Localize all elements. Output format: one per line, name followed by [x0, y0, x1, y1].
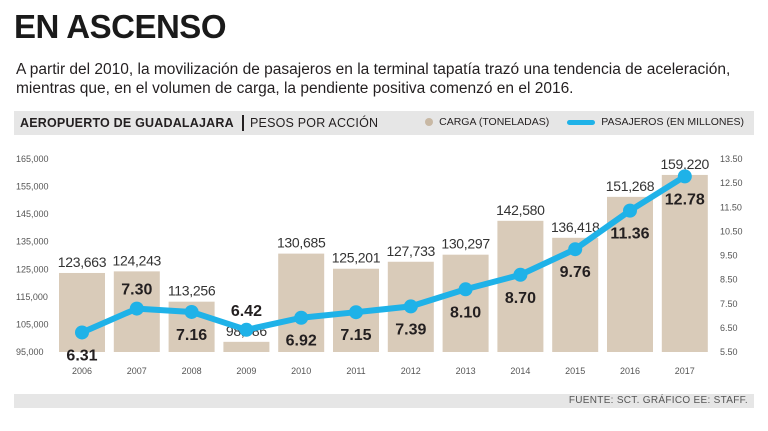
cargo-value-label: 125,201 [332, 250, 381, 266]
x-axis-tick-label: 2014 [510, 366, 530, 376]
cargo-value-label: 159,220 [661, 156, 710, 172]
passengers-point [458, 282, 473, 297]
cargo-value-label: 123,663 [58, 254, 107, 270]
passengers-value-label: 7.30 [121, 282, 152, 299]
passengers-value-label: 6.42 [231, 303, 262, 320]
right-axis-tick-label: 8.50 [720, 275, 738, 285]
legend-line-label: PASAJEROS (EN MILLONES) [601, 116, 744, 128]
legend-line-swatch [567, 119, 596, 125]
x-axis-tick-label: 2013 [456, 366, 476, 376]
passengers-point [239, 322, 254, 337]
passengers-point [184, 304, 199, 319]
legend: CARGA (TONELADAS) PASAJEROS (EN MILLONES… [425, 116, 744, 128]
x-axis-tick-label: 2017 [675, 366, 695, 376]
legend-bar-swatch [425, 118, 434, 126]
passengers-value-label: 8.10 [450, 304, 481, 321]
x-axis-tick-label: 2007 [127, 366, 147, 376]
right-axis-tick-label: 7.50 [720, 299, 738, 309]
cargo-bar [223, 341, 270, 352]
cargo-bar [442, 254, 489, 352]
x-axis-tick-label: 2008 [182, 366, 202, 376]
right-axis-tick-label: 6.50 [720, 323, 738, 333]
passengers-value-label: 7.15 [340, 327, 371, 344]
chart-title: EN ASCENSO [14, 8, 226, 45]
x-axis-tick-label: 2010 [291, 366, 311, 376]
source-bar: FUENTE: SCT. GRÁFICO EE: STAFF. [14, 394, 754, 408]
cargo-bar [497, 220, 544, 352]
passengers-point [403, 299, 418, 314]
cargo-value-label: 124,243 [113, 252, 162, 268]
passengers-point [129, 301, 144, 316]
header-separator [242, 115, 244, 131]
passengers-point [568, 242, 583, 257]
passengers-value-label: 8.70 [505, 290, 536, 307]
passengers-value-label: 6.31 [66, 347, 97, 364]
left-axis-tick-label: 155,000 [16, 182, 49, 192]
right-axis-tick-label: 12.50 [720, 178, 743, 188]
cargo-bar [278, 253, 325, 352]
passengers-value-label: 12.78 [665, 191, 705, 208]
cargo-value-label: 130,297 [441, 236, 490, 252]
right-axis-tick-label: 11.50 [720, 202, 742, 212]
right-axis-tick-label: 9.50 [720, 251, 738, 261]
chart-header-bar: AEROPUERTO DE GUADALAJARA PESOS POR ACCI… [14, 111, 754, 135]
right-axis-tick-label: 13.50 [720, 154, 743, 164]
x-axis-tick-label: 2016 [620, 366, 640, 376]
chart-header-subtitle: PESOS POR ACCIÓN [250, 116, 379, 130]
right-axis-tick-label: 10.50 [720, 226, 743, 236]
left-axis-tick-label: 105,000 [16, 319, 49, 329]
combo-chart: 95,000 105,000 115,000 125,000 135,000 145,00… [16, 154, 743, 376]
cargo-value-label: 151,268 [606, 178, 655, 194]
cargo-bar [661, 174, 708, 352]
legend-bar-label: CARGA (TONELADAS) [439, 116, 550, 128]
passengers-value-label: 7.16 [176, 327, 207, 344]
passengers-point [294, 310, 309, 325]
passengers-point [349, 305, 363, 320]
left-axis-tick-label: 115,000 [16, 292, 48, 302]
passengers-line [79, 173, 688, 336]
passengers-value-label: 9.76 [560, 264, 591, 281]
x-axis-tick-label: 2015 [565, 366, 585, 376]
passengers-point [677, 169, 692, 184]
cargo-value-label: 142,580 [496, 202, 545, 218]
chart-header-title: AEROPUERTO DE GUADALAJARA [20, 116, 234, 130]
passengers-value-label: 11.36 [610, 226, 649, 243]
cargo-value-label: 136,418 [551, 219, 600, 235]
right-axis-tick-label: 5.50 [720, 347, 738, 357]
passengers-point [623, 203, 637, 218]
chart-subtitle: A partir del 2010, la movilización de pa… [16, 61, 731, 97]
left-axis-tick-label: 125,000 [16, 264, 49, 274]
x-axis-tick-label: 2006 [72, 366, 92, 376]
cargo-value-label: 127,733 [387, 243, 436, 259]
left-axis-tick-label: 135,000 [16, 237, 49, 247]
passengers-value-label: 7.39 [395, 321, 426, 338]
x-axis-tick-label: 2009 [236, 366, 256, 376]
left-axis-tick-label: 165,000 [16, 154, 49, 164]
source-note: FUENTE: SCT. GRÁFICO EE: STAFF. [568, 395, 748, 406]
cargo-bar [59, 272, 105, 352]
cargo-value-label: 130,685 [277, 235, 326, 251]
left-axis-tick-label: 145,000 [16, 209, 49, 219]
passengers-value-label: 6.92 [286, 333, 317, 350]
passengers-point [75, 325, 89, 340]
passengers-point [513, 267, 528, 282]
x-axis-tick-label: 2012 [401, 366, 421, 376]
x-axis-tick-label: 2011 [346, 366, 365, 376]
left-axis-tick-label: 95,000 [16, 347, 44, 357]
cargo-value-label: 113,256 [168, 283, 216, 299]
